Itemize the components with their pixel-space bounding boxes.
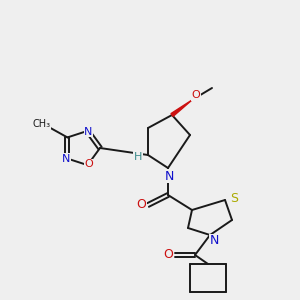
Text: S: S — [230, 191, 238, 205]
Text: O: O — [84, 159, 93, 169]
Text: O: O — [136, 199, 146, 212]
Text: O: O — [163, 248, 173, 262]
Polygon shape — [171, 100, 192, 116]
Text: N: N — [84, 127, 93, 137]
Text: N: N — [164, 169, 174, 182]
Text: CH₃: CH₃ — [32, 119, 50, 129]
Text: N: N — [209, 235, 219, 248]
Text: N: N — [62, 154, 70, 164]
Text: O: O — [192, 90, 200, 100]
Text: H: H — [134, 152, 142, 162]
